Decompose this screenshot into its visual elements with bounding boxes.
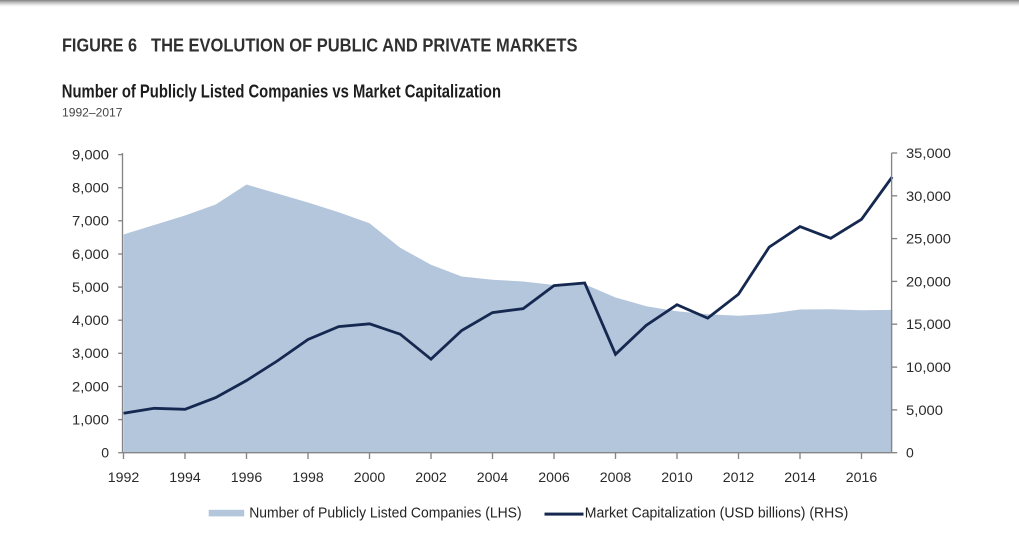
svg-text:1998: 1998: [292, 470, 324, 485]
svg-text:2000: 2000: [354, 470, 386, 485]
svg-text:0: 0: [906, 445, 914, 461]
svg-text:8,000: 8,000: [72, 180, 109, 196]
svg-text:4,000: 4,000: [72, 312, 109, 328]
svg-text:0: 0: [101, 445, 109, 461]
svg-text:2012: 2012: [723, 470, 755, 485]
svg-text:1996: 1996: [231, 470, 263, 485]
svg-text:25,000: 25,000: [906, 231, 951, 247]
svg-text:2014: 2014: [784, 470, 816, 485]
svg-text:9,000: 9,000: [72, 146, 109, 162]
svg-text:15,000: 15,000: [906, 316, 951, 332]
svg-text:6,000: 6,000: [72, 246, 109, 262]
svg-text:2008: 2008: [600, 470, 632, 485]
svg-text:7,000: 7,000: [72, 213, 109, 229]
svg-text:20,000: 20,000: [906, 273, 951, 289]
svg-text:2016: 2016: [846, 470, 878, 485]
svg-text:30,000: 30,000: [906, 188, 951, 204]
svg-text:3,000: 3,000: [72, 345, 109, 361]
svg-text:1,000: 1,000: [72, 411, 109, 427]
svg-text:10,000: 10,000: [906, 359, 951, 375]
svg-text:2004: 2004: [477, 470, 509, 485]
svg-text:5,000: 5,000: [906, 402, 943, 418]
svg-text:THE EVOLUTION OF PUBLIC AND PR: THE EVOLUTION OF PUBLIC AND PRIVATE MARK…: [151, 35, 578, 55]
svg-text:2010: 2010: [661, 470, 693, 485]
svg-text:FIGURE 6: FIGURE 6: [62, 35, 137, 55]
svg-text:Market Capitalization (USD bil: Market Capitalization (USD billions) (RH…: [585, 505, 849, 522]
svg-text:Number of Publicly Listed Comp: Number of Publicly Listed Companies vs M…: [62, 81, 501, 101]
svg-text:Number of Publicly Listed Comp: Number of Publicly Listed Companies (LHS…: [249, 505, 521, 522]
svg-text:1994: 1994: [169, 470, 201, 485]
svg-text:2006: 2006: [538, 470, 570, 485]
svg-text:1992: 1992: [108, 470, 140, 485]
svg-text:2002: 2002: [415, 470, 447, 485]
svg-text:5,000: 5,000: [72, 279, 109, 295]
svg-text:2,000: 2,000: [72, 378, 109, 394]
svg-text:35,000: 35,000: [906, 145, 951, 161]
svg-text:1992–2017: 1992–2017: [62, 105, 123, 119]
